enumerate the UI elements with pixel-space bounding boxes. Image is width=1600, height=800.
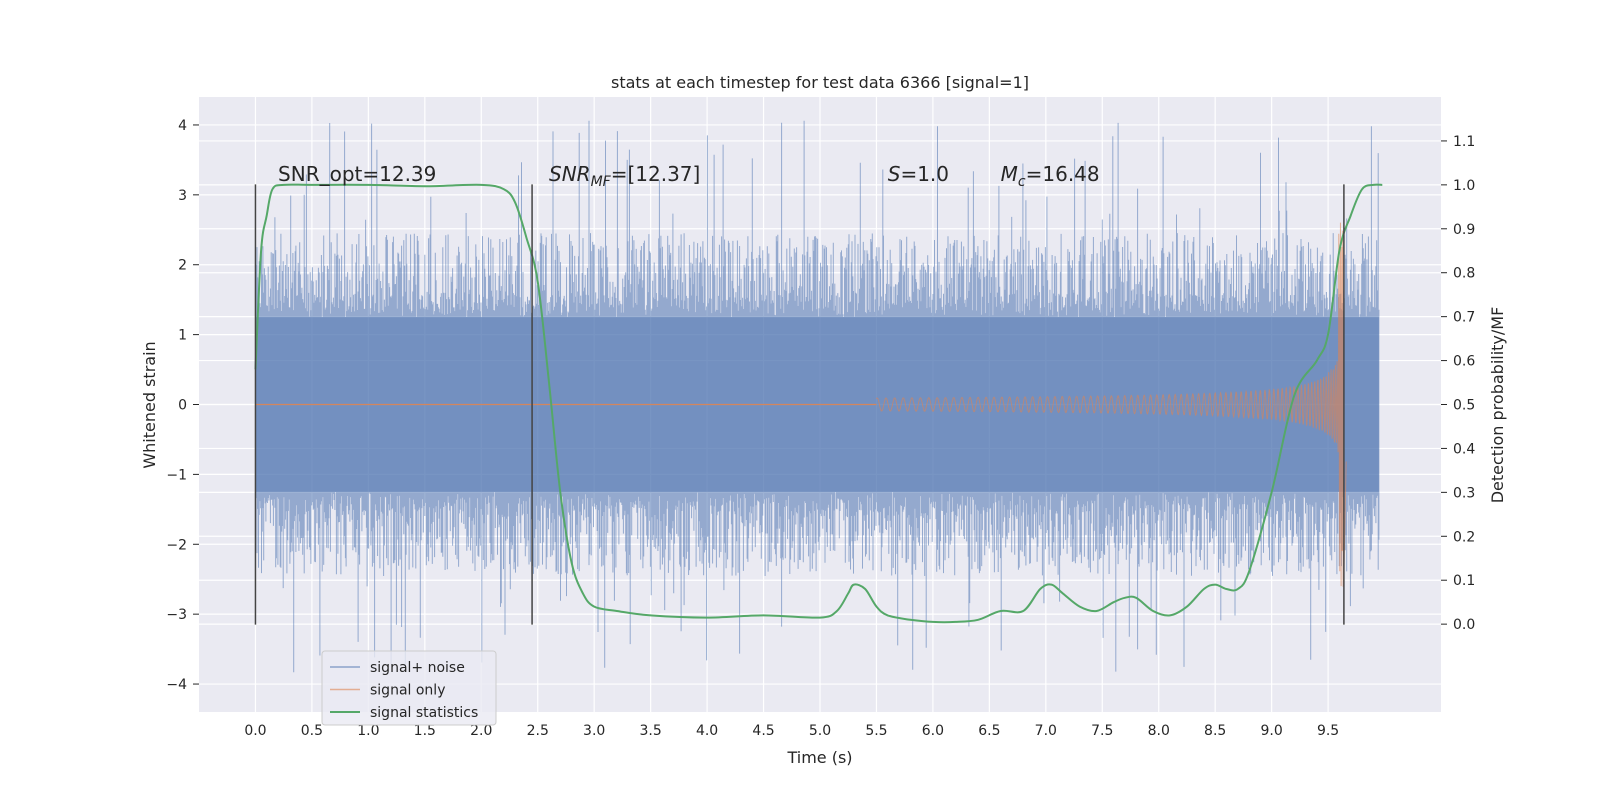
y-tick-label: −4 <box>166 677 187 693</box>
y2-tick-label: 0.3 <box>1453 485 1475 501</box>
chart-title: stats at each timestep for test data 636… <box>611 73 1029 92</box>
y2-tick-label: 1.1 <box>1453 134 1475 150</box>
y-tick-label: −2 <box>166 537 187 553</box>
legend-box <box>321 650 497 726</box>
x-tick-label: 0.0 <box>244 723 266 739</box>
x-axis-label: Time (s) <box>786 748 852 767</box>
y-axis-label: Whitened strain <box>140 341 159 468</box>
plot-series <box>254 120 1383 673</box>
x-tick-label: 9.0 <box>1261 723 1283 739</box>
y-tick-label: 3 <box>178 188 187 204</box>
x-tick-label: 3.5 <box>640 723 662 739</box>
y-tick-label: 4 <box>178 118 187 134</box>
x-tick-label: 3.0 <box>583 723 605 739</box>
annotation-text: Mc=16.48 <box>1001 162 1100 190</box>
legend-label: signal only <box>370 683 445 699</box>
annotation-text: SNR_opt=12.39 <box>278 162 436 186</box>
y2-axis-label: Detection probability/MF <box>1488 307 1507 504</box>
x-tick-label: 8.5 <box>1204 723 1226 739</box>
y2-tick-label: 1.0 <box>1453 178 1475 194</box>
event-lines <box>254 184 1345 625</box>
y2-tick-label: 0.0 <box>1453 617 1475 633</box>
signal-statistics-series <box>254 183 1383 624</box>
x-tick-label: 7.5 <box>1091 723 1113 739</box>
y2-tick-label: 0.5 <box>1453 398 1475 414</box>
x-tick-label: 6.0 <box>922 723 944 739</box>
x-tick-label: 2.0 <box>470 723 492 739</box>
x-tick-label: 2.5 <box>527 723 549 739</box>
x-tick-label: 5.5 <box>865 723 887 739</box>
legend: signal+ noise signal only signal statistic… <box>321 650 497 726</box>
annotation-text: SNRMF=[12.37] <box>549 162 700 190</box>
y2-tick-label: 0.9 <box>1453 222 1475 238</box>
annotation-text: S=1.0 <box>888 162 949 186</box>
x-tick-label: 9.5 <box>1317 723 1339 739</box>
x-tick-label: 8.0 <box>1148 723 1170 739</box>
y-tick-label: 0 <box>178 398 187 414</box>
x-tick-label: 6.5 <box>978 723 1000 739</box>
y2-tick-label: 0.2 <box>1453 529 1475 545</box>
y-tick-label: 2 <box>178 258 187 274</box>
y2-tick-label: 0.7 <box>1453 310 1475 326</box>
signal-only-series <box>876 222 1347 587</box>
x-tick-label: 7.0 <box>1035 723 1057 739</box>
x-tick-label: 4.0 <box>696 723 718 739</box>
x-tick-label: 1.5 <box>414 723 436 739</box>
x-tick-label: 0.5 <box>301 723 323 739</box>
legend-label: signal statistics <box>370 705 478 721</box>
y2-tick-label: 0.8 <box>1453 266 1475 282</box>
annotations: SNR_opt=12.39 SNRMF=[12.37] S=1.0 Mc=16.48 <box>278 162 1100 190</box>
y2-tick-label: 0.6 <box>1453 354 1475 370</box>
y2-tick-label: 0.4 <box>1453 441 1475 457</box>
x-tick-label: 5.0 <box>809 723 831 739</box>
x-tick-label: 4.5 <box>752 723 774 739</box>
x-tick-label: 1.0 <box>357 723 379 739</box>
y-tick-label: −3 <box>166 607 187 623</box>
axes-text: 0.0 0.5 1.0 1.5 2.0 2.5 3.0 3.5 4.0 4.5 5.0 5.5 6.0 6… <box>166 118 1475 739</box>
y-tick-label: −1 <box>166 467 187 483</box>
y-tick-label: 1 <box>178 328 187 344</box>
legend-label: signal+ noise <box>370 660 465 676</box>
y2-tick-label: 0.1 <box>1453 573 1475 589</box>
